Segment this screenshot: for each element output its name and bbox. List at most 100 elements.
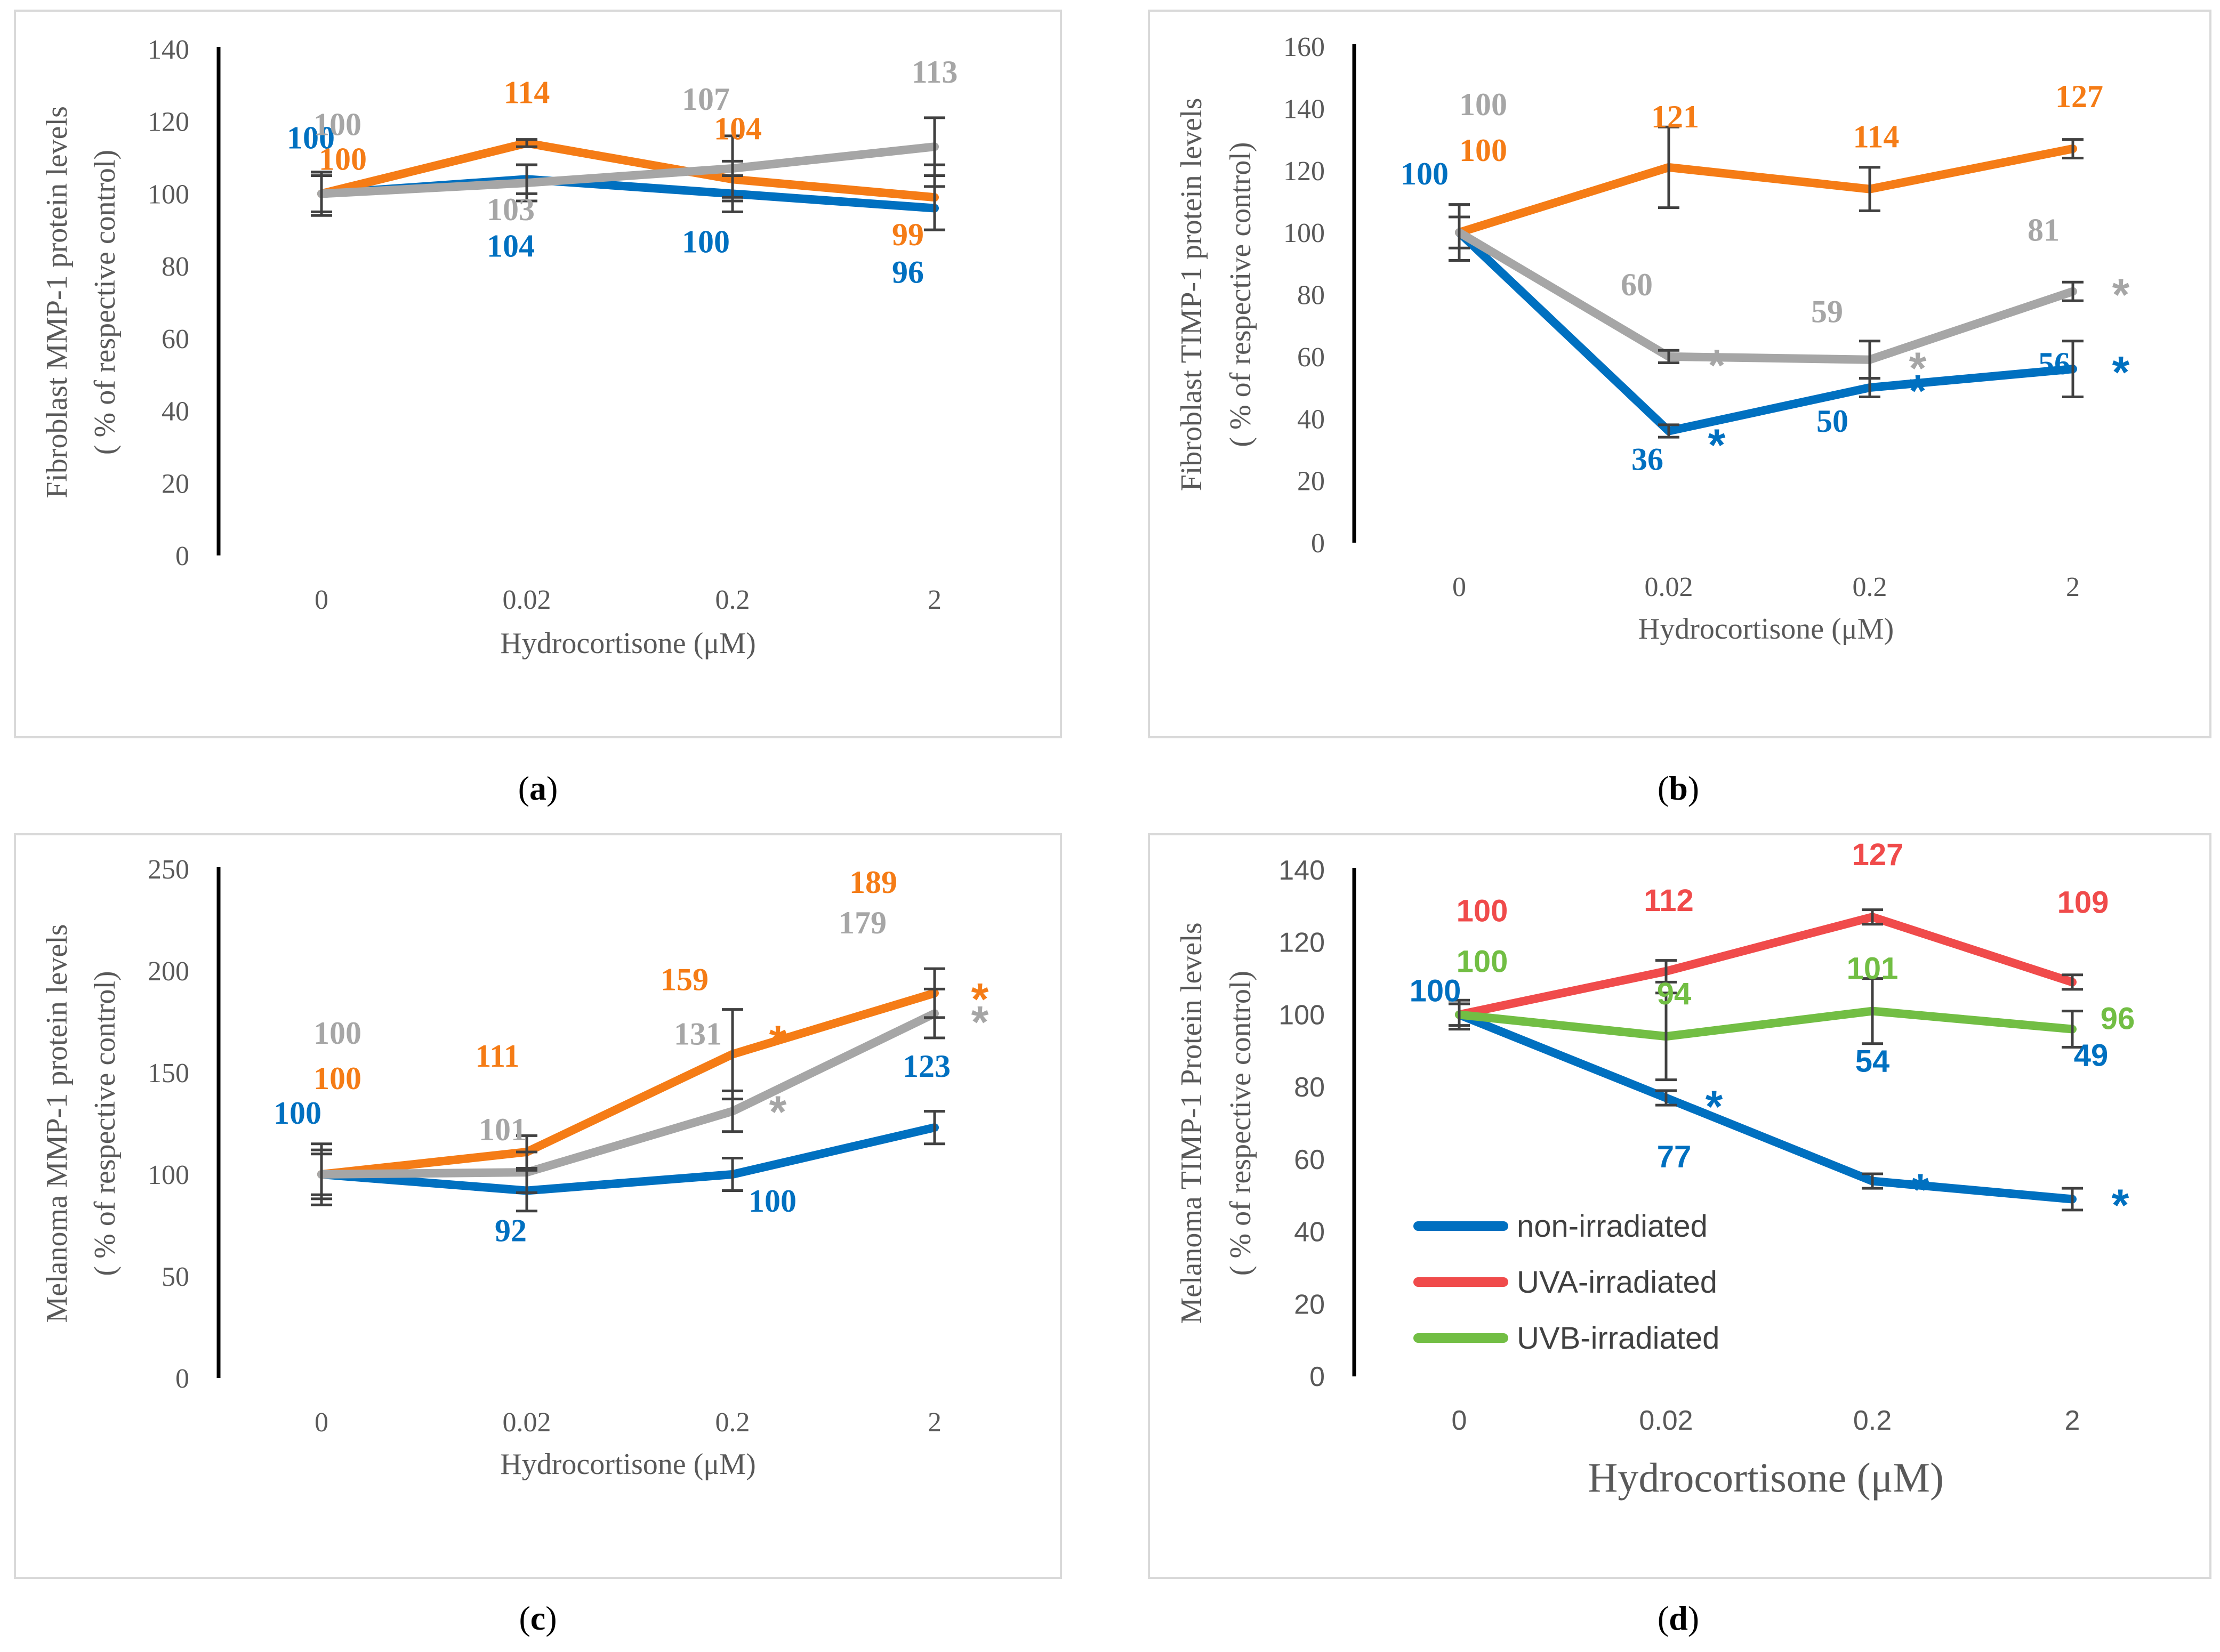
series-line-UVB-irradiated [317, 1009, 939, 1179]
y-tick-label: 140 [1278, 855, 1325, 886]
y-tick-label: 20 [1297, 466, 1325, 497]
data-label: 113 [912, 54, 958, 90]
x-axis-title: Hydrocortisone (μM) [1588, 1454, 1944, 1501]
data-label: 114 [504, 75, 550, 110]
y-tick-label: 0 [1309, 1361, 1325, 1392]
series-line-UVB-irradiated [1455, 1006, 2077, 1041]
y-axis-subtitle: ( % of respective control) [89, 971, 122, 1276]
x-tick-label: 2 [928, 585, 942, 615]
y-axis-title: Fibroblast TIMP-1 protein levels [1175, 98, 1208, 491]
y-tick-label: 60 [162, 324, 189, 354]
significance-star: * [971, 997, 989, 1047]
data-label: 100 [749, 1183, 797, 1219]
y-tick-label: 60 [1297, 342, 1325, 373]
error-bar [2062, 340, 2084, 399]
x-tick-label: 0.2 [715, 585, 750, 615]
y-tick-label: 40 [1297, 404, 1325, 434]
x-tick-label: 2 [2066, 572, 2080, 602]
y-tick-label: 120 [1278, 928, 1325, 958]
x-tick-label: 0 [1452, 572, 1466, 602]
y-tick-label: 0 [1311, 528, 1325, 559]
data-label: 100 [319, 141, 367, 176]
y-tick-label: 250 [148, 855, 189, 885]
series-line-UVA-irradiated [1455, 913, 2077, 1019]
data-label: 104 [714, 111, 762, 146]
x-axis-title: Hydrocortisone (μM) [500, 1448, 755, 1481]
data-label: 159 [661, 962, 709, 997]
series-line-UVA-irradiated [317, 139, 939, 202]
data-label: 59 [1811, 294, 1843, 329]
error-bar [1655, 992, 1677, 1082]
y-tick-label: 60 [1294, 1145, 1325, 1175]
error-bar [311, 171, 332, 217]
chart-panel-d: 0 20 40 60 80 100 120 140 0 0.02 0.2 2 Hydrocortison… [1148, 833, 2211, 1579]
x-axis-title: Hydrocortisone (μM) [1638, 613, 1894, 646]
y-axis-title: Melanoma TIMP-1 Protein levels [1175, 922, 1208, 1324]
caption-paren-open: ( [519, 1599, 530, 1637]
significance-star: * [971, 974, 989, 1024]
y-tick-label: 150 [148, 1058, 189, 1089]
significance-star: * [1912, 1165, 1929, 1215]
error-bar [1859, 340, 1880, 380]
error-bar [924, 116, 945, 177]
x-tick-label: 0.02 [1639, 1405, 1693, 1436]
series-line-non-irradiated [1455, 1010, 2077, 1204]
significance-star: * [1706, 1082, 1723, 1132]
data-label: 101 [479, 1112, 527, 1147]
y-tick-label: 80 [1297, 280, 1325, 311]
y-tick-label: 100 [1278, 1000, 1325, 1030]
significance-star: * [1909, 343, 1927, 393]
data-label: 77 [1657, 1140, 1692, 1174]
x-tick-label: 2 [928, 1407, 942, 1438]
x-axis-title: Hydrocortisone (μM) [500, 627, 755, 660]
legend-label: UVA-irradiated [1517, 1265, 1717, 1300]
chart-panel-a: 0 20 40 60 80 100 120 140 0 0.02 0.2 2 Hydrocortison… [14, 10, 1062, 738]
significance-star: * [1909, 366, 1927, 416]
x-tick-label: 0 [1452, 1405, 1467, 1436]
data-label: 36 [1631, 442, 1663, 477]
y-tick-label: 80 [1294, 1072, 1325, 1103]
error-bar [1449, 203, 1470, 262]
y-axis-subtitle: ( % of respective control) [1224, 971, 1257, 1276]
error-bar [2062, 1187, 2083, 1212]
error-bar [1859, 166, 1880, 212]
data-label: 60 [1621, 267, 1653, 302]
data-label: 100 [1410, 973, 1461, 1008]
caption-paren-close: ) [546, 769, 558, 807]
data-label: 100 [682, 224, 730, 259]
y-tick-label: 20 [162, 469, 189, 499]
y-tick-label: 160 [1283, 32, 1325, 62]
y-tick-label: 100 [148, 1160, 189, 1190]
data-label: 81 [2028, 213, 2060, 248]
y-tick-label: 40 [1294, 1217, 1325, 1248]
error-bar [516, 1150, 537, 1194]
error-bar [722, 134, 743, 203]
data-label: 100 [1401, 156, 1449, 191]
caption-letter: a [529, 769, 546, 807]
y-tick-label: 140 [1283, 94, 1325, 124]
data-label: 121 [1651, 99, 1699, 134]
panel-caption: (a) [518, 769, 558, 807]
x-tick-label: 0.2 [1853, 572, 1887, 602]
significance-star: * [1708, 420, 1726, 470]
data-label: 56 [2038, 346, 2070, 381]
error-bar [722, 1089, 743, 1133]
significance-star: * [1708, 340, 1726, 390]
y-tick-label: 140 [148, 35, 189, 65]
data-label: 94 [1657, 977, 1692, 1011]
error-bar [1658, 349, 1679, 365]
error-bar [1658, 423, 1679, 439]
data-label: 100 [1459, 87, 1507, 122]
y-axis-title: Melanoma MMP-1 protein levels [41, 924, 74, 1323]
data-label: 100 [274, 1095, 321, 1131]
y-tick-label: 0 [175, 541, 189, 571]
data-label: 100 [1457, 944, 1508, 979]
x-tick-label: 0.02 [1645, 572, 1693, 602]
error-bar [2062, 973, 2083, 991]
data-label: 96 [892, 255, 924, 290]
error-bar [924, 1110, 945, 1146]
caption-paren-close: ) [545, 1599, 557, 1637]
y-tick-label: 100 [148, 179, 189, 209]
y-tick-label: 20 [1294, 1289, 1325, 1320]
